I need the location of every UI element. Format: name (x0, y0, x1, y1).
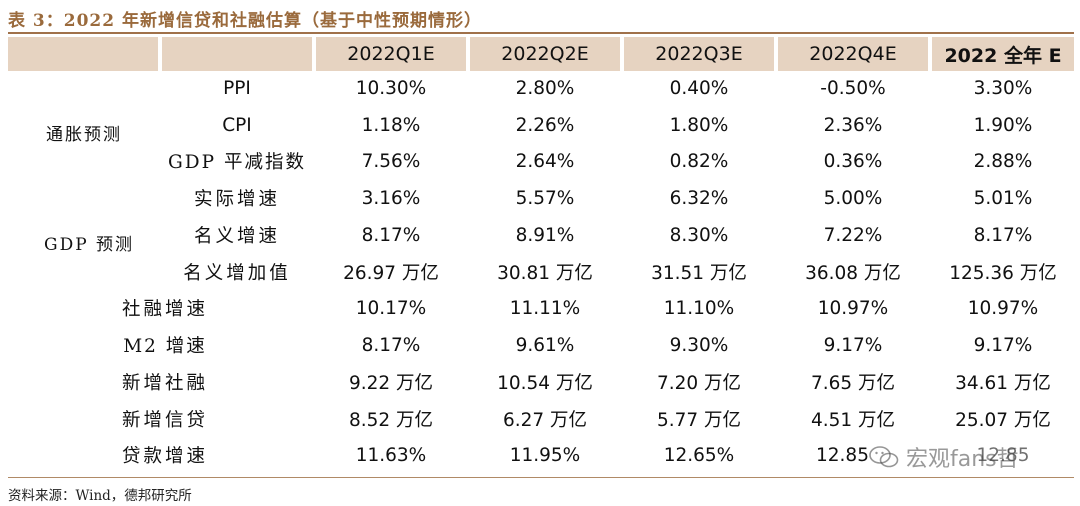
cell-value: 8.91% (515, 224, 575, 246)
cell-value: 7.56% (361, 150, 421, 172)
cell-value: 2.26% (515, 114, 575, 136)
cell-value: 36.08 万亿 (805, 263, 901, 284)
bottom-rule (8, 477, 1074, 478)
cell-value: 0.82% (669, 150, 729, 172)
row-label: 名义增速 (193, 226, 280, 247)
cell-value: 2.80% (515, 77, 575, 99)
cell-value: 5.00% (823, 187, 883, 209)
cell-value: 5.01% (973, 187, 1033, 209)
row-label: 实际增速 (193, 189, 280, 210)
cell-value: 1.90% (973, 114, 1033, 136)
cell-value: 2.64% (515, 150, 575, 172)
cell-value: 0.40% (669, 77, 729, 99)
row-label: 新增信贷 (121, 410, 208, 431)
cell-value: 7.65 万亿 (810, 373, 896, 394)
cell-value: 12.85 (816, 444, 869, 466)
row-label: M2 增速 (123, 336, 207, 357)
cell-value: 9.22 万亿 (348, 373, 434, 394)
cell-value: 10.54 万亿 (497, 373, 593, 394)
cell-value: 0.36% (823, 150, 883, 172)
table-row: 名义增加值 26.97 万亿 30.81 万亿 31.51 万亿 36.08 万… (0, 254, 1080, 290)
watermark-text: 宏观fans哲 (906, 447, 1019, 472)
table-row: CPI 1.18% 2.26% 1.80% 2.36% 1.90% (0, 107, 1080, 143)
table-row: 社融增速 10.17% 11.11% 11.10% 10.97% 10.97% (0, 290, 1080, 326)
group-gdp-label: GDP 预测 (44, 235, 135, 255)
title-rule (8, 32, 1074, 34)
row-label: PPI (223, 77, 251, 99)
cell-value: 5.77 万亿 (656, 410, 742, 431)
row-label: 新增社融 (121, 373, 208, 394)
cell-value: 30.81 万亿 (497, 263, 593, 284)
table-row: PPI 10.30% 2.80% 0.40% -0.50% 3.30% (0, 70, 1080, 106)
cell-value: 10.97% (817, 297, 889, 319)
cell-value: 34.61 万亿 (955, 373, 1051, 394)
cell-value: 11.95% (509, 444, 581, 466)
table-row: GDP 平减指数 7.56% 2.64% 0.82% 0.36% 2.88% (0, 143, 1080, 179)
cell-value: 9.17% (823, 334, 883, 356)
row-label: 贷款增速 (121, 446, 208, 467)
cell-value: 8.30% (669, 224, 729, 246)
watermark: 宏观fans哲 (868, 440, 1019, 474)
cell-value: 8.17% (973, 224, 1033, 246)
cell-value: 7.22% (823, 224, 883, 246)
cell-value: 31.51 万亿 (651, 263, 747, 284)
cell-value: 26.97 万亿 (343, 263, 439, 284)
header-col-year: 2022 全年 E (932, 37, 1074, 71)
cell-value: 11.11% (509, 297, 581, 319)
header-blank-2 (162, 37, 312, 71)
cell-value: 2.36% (823, 114, 883, 136)
cell-value: 125.36 万亿 (949, 263, 1057, 284)
row-label: 名义增加值 (183, 263, 291, 284)
table-row: 新增信贷 8.52 万亿 6.27 万亿 5.77 万亿 4.51 万亿 25.… (0, 401, 1080, 437)
source-note: 资料来源：Wind，德邦研究所 (8, 488, 192, 504)
cell-value: 8.17% (361, 334, 421, 356)
cell-value: 3.16% (361, 187, 421, 209)
header-col-q2: 2022Q2E (470, 37, 620, 71)
cell-value: 9.17% (973, 334, 1033, 356)
table-row: 名义增速 8.17% 8.91% 8.30% 7.22% 8.17% (0, 217, 1080, 253)
cell-value: 4.51 万亿 (810, 410, 896, 431)
cell-value: 7.20 万亿 (656, 373, 742, 394)
header-col-q4: 2022Q4E (778, 37, 928, 71)
cell-value: 2.88% (973, 150, 1033, 172)
cell-value: 3.30% (973, 77, 1033, 99)
cell-value: 1.18% (361, 114, 421, 136)
row-label: GDP 平减指数 (168, 152, 306, 173)
cell-value: 9.30% (669, 334, 729, 356)
cell-value: 6.32% (669, 187, 729, 209)
cell-value: 10.97% (967, 297, 1039, 319)
cell-value: 9.61% (515, 334, 575, 356)
cell-value: 8.52 万亿 (348, 410, 434, 431)
cell-value: 1.80% (669, 114, 729, 136)
row-label: 社融增速 (121, 299, 208, 320)
cell-value: 10.17% (355, 297, 427, 319)
group-inflation-label: 通胀预测 (46, 125, 122, 145)
cell-value: 5.57% (515, 187, 575, 209)
cell-value: 11.63% (355, 444, 427, 466)
cell-value: 6.27 万亿 (502, 410, 588, 431)
cell-value: 11.10% (663, 297, 735, 319)
header-blank-1 (8, 37, 158, 71)
table-row: 新增社融 9.22 万亿 10.54 万亿 7.20 万亿 7.65 万亿 34… (0, 364, 1080, 400)
table-row: M2 增速 8.17% 9.61% 9.30% 9.17% 9.17% (0, 327, 1080, 363)
cell-value: 12.65% (663, 444, 735, 466)
cell-value: 12.85 (976, 444, 1030, 466)
table-row: 实际增速 3.16% 5.57% 6.32% 5.00% 5.01% (0, 180, 1080, 216)
table-title: 表 3：2022 年新增信贷和社融估算（基于中性预期情形） (8, 11, 482, 31)
row-label: CPI (222, 114, 252, 136)
wechat-icon (868, 444, 900, 470)
cell-value: 10.30% (355, 77, 427, 99)
header-col-q1: 2022Q1E (316, 37, 466, 71)
table-row: 贷款增速 11.63% 11.95% 12.65% 12.85 12.85 (0, 437, 1080, 473)
header-col-q3: 2022Q3E (624, 37, 774, 71)
cell-value: 8.17% (361, 224, 421, 246)
cell-value: 25.07 万亿 (955, 410, 1051, 431)
cell-value: -0.50% (820, 77, 886, 99)
